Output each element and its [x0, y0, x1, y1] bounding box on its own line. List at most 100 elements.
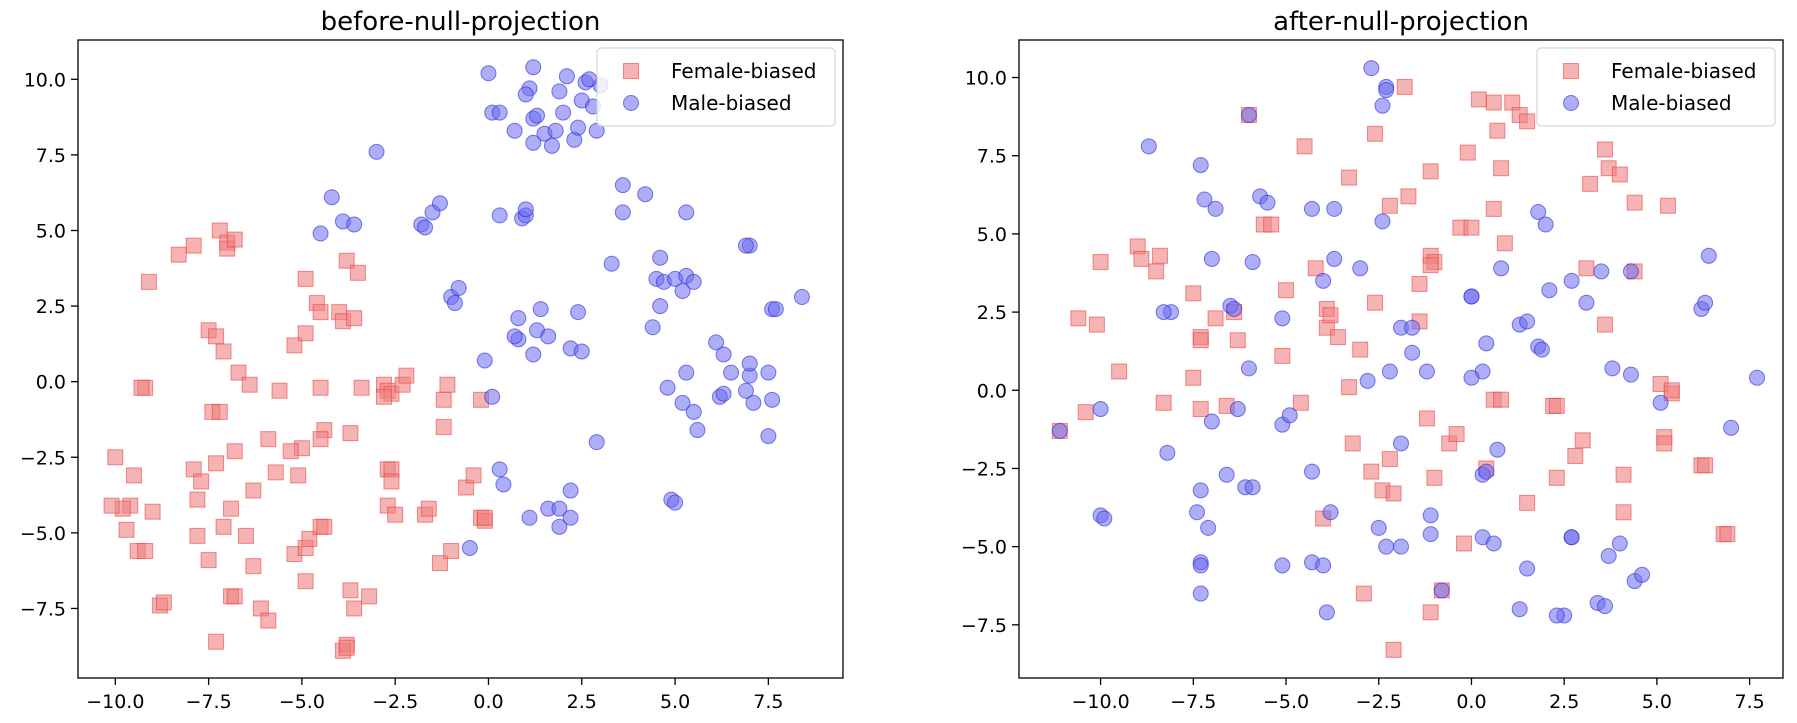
data-point	[226, 231, 243, 248]
data-point	[215, 518, 232, 535]
data-point	[342, 425, 359, 442]
data-point	[346, 310, 363, 327]
data-point	[1530, 204, 1547, 221]
data-point	[1192, 157, 1209, 174]
data-point	[476, 352, 493, 369]
data-point	[1315, 557, 1332, 574]
data-point	[491, 104, 508, 121]
data-point	[1207, 200, 1224, 217]
data-point	[1433, 582, 1450, 599]
data-point	[1470, 91, 1487, 108]
data-point	[760, 364, 777, 381]
data-point	[708, 334, 725, 351]
data-point	[573, 343, 590, 360]
data-point	[1422, 257, 1439, 274]
data-point	[1226, 300, 1243, 317]
data-point	[491, 461, 508, 478]
data-point	[237, 527, 254, 544]
data-point	[1493, 391, 1510, 408]
data-point	[1511, 601, 1528, 618]
data-point	[1307, 260, 1324, 277]
data-point	[1070, 310, 1087, 327]
data-point	[312, 304, 329, 321]
data-point	[1370, 519, 1387, 536]
data-point	[1489, 122, 1506, 139]
data-point	[1418, 363, 1435, 380]
data-point	[1381, 363, 1398, 380]
data-point	[226, 443, 243, 460]
data-point	[125, 467, 142, 484]
data-point	[103, 497, 120, 514]
y-tick-label: 10.0	[965, 68, 1007, 90]
data-point	[1593, 263, 1610, 280]
data-point	[1303, 463, 1320, 480]
data-point	[1463, 369, 1480, 386]
data-point	[346, 600, 363, 617]
data-point	[133, 379, 150, 396]
data-point	[1315, 272, 1332, 289]
data-point	[1155, 304, 1172, 321]
data-point	[1196, 191, 1213, 208]
data-point	[353, 379, 370, 396]
data-point	[547, 122, 564, 139]
data-point	[185, 237, 202, 254]
x-tick-label: −7.5	[186, 691, 232, 713]
data-point	[1622, 366, 1639, 383]
data-point	[1355, 585, 1372, 602]
data-point	[349, 264, 366, 281]
data-point	[551, 500, 568, 517]
scatter-panel-after: after-null-projection −10.0 −7.5 −5.0 −2.5 0.…	[961, 7, 1784, 713]
data-point	[1259, 194, 1276, 211]
data-point	[1400, 188, 1417, 205]
data-point	[510, 310, 527, 327]
data-point	[1385, 641, 1402, 658]
y-tick-label: −7.5	[961, 615, 1007, 637]
data-point	[540, 328, 557, 345]
data-point	[226, 588, 243, 605]
data-point	[1537, 216, 1554, 233]
data-point	[555, 104, 572, 121]
data-point	[1367, 294, 1384, 311]
legend-marker	[623, 95, 639, 111]
data-point	[1493, 260, 1510, 277]
data-point	[297, 270, 314, 287]
data-point	[525, 134, 542, 151]
data-point	[1352, 260, 1369, 277]
y-tick-label: −5.0	[20, 523, 66, 545]
data-point	[1600, 548, 1617, 565]
data-point	[383, 473, 400, 490]
data-point	[140, 273, 157, 290]
data-point	[1151, 247, 1168, 264]
data-point	[689, 422, 706, 439]
data-point	[1519, 560, 1536, 577]
data-point	[1393, 435, 1409, 452]
data-point	[685, 403, 702, 420]
data-point	[1489, 441, 1506, 458]
data-point	[301, 530, 318, 547]
data-point	[1634, 566, 1651, 583]
data-point	[1404, 344, 1421, 361]
data-point	[525, 346, 542, 363]
data-point	[107, 449, 124, 466]
data-point	[1578, 260, 1595, 277]
data-point	[189, 491, 206, 508]
scatter-panel-before: before-null-projection −10.0 −7.5 −5.0 −2.5 0…	[20, 7, 844, 713]
data-point	[1341, 379, 1358, 396]
data-point	[1207, 310, 1224, 327]
data-point	[793, 289, 810, 306]
data-point	[506, 328, 523, 345]
data-point	[338, 639, 355, 656]
plot-frame	[1018, 39, 1784, 679]
data-point	[1326, 200, 1343, 217]
data-point	[562, 509, 579, 526]
data-point	[532, 301, 549, 318]
data-point	[1485, 94, 1502, 111]
data-point	[1322, 504, 1339, 521]
data-point	[737, 382, 754, 399]
data-point	[1192, 482, 1209, 499]
data-point	[558, 68, 575, 85]
data-point	[1393, 538, 1409, 555]
data-point	[267, 464, 284, 481]
x-tick-label: 0.0	[1456, 691, 1486, 713]
